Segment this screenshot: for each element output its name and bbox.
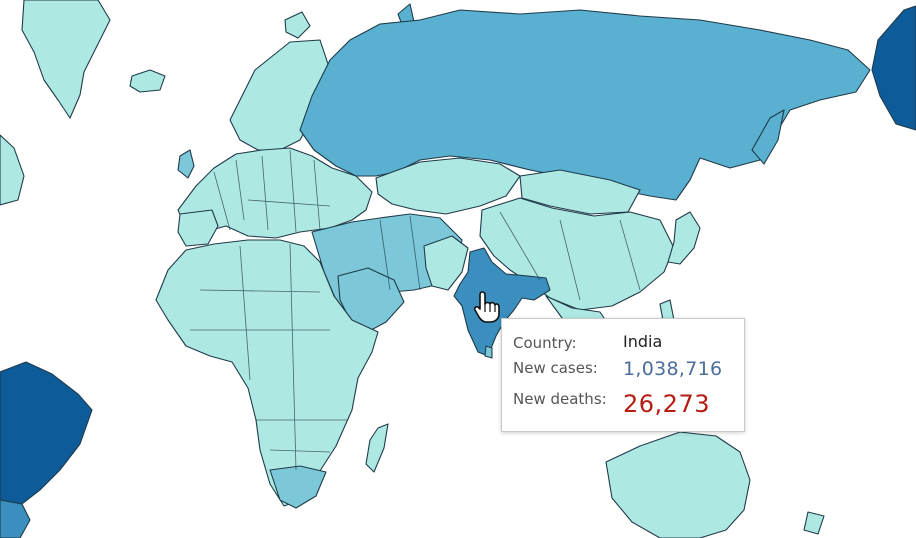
asia-borders	[379, 211, 641, 301]
country-new-zealand[interactable]	[803, 511, 825, 535]
country-usa-alaska[interactable]	[871, 5, 916, 131]
region-south-america-west[interactable]	[0, 499, 31, 538]
country-india[interactable]	[453, 247, 551, 357]
country-sri-lanka[interactable]	[484, 345, 493, 359]
country-pakistan[interactable]	[423, 235, 469, 291]
country-canada[interactable]	[0, 134, 25, 206]
tooltip-country-value: India	[623, 332, 663, 351]
tooltip-cases-label: New cases:	[513, 359, 598, 377]
country-saudi-arabia[interactable]	[337, 267, 405, 335]
tooltip-deaths-value: 26,273	[623, 390, 710, 418]
country-greenland[interactable]	[21, 0, 111, 119]
country-brazil[interactable]	[0, 361, 93, 505]
island-svalbard[interactable]	[284, 11, 311, 39]
country-japan[interactable]	[667, 211, 701, 265]
tooltip-deaths-label: New deaths:	[513, 390, 607, 408]
tooltip-country-label: Country:	[513, 334, 577, 352]
europe-borders	[213, 149, 331, 233]
africa-borders	[190, 243, 348, 471]
country-kazakhstan[interactable]	[375, 157, 521, 215]
hand-pointer-icon	[474, 291, 500, 323]
country-australia[interactable]	[605, 431, 751, 538]
country-uk[interactable]	[177, 149, 195, 179]
country-spain[interactable]	[177, 209, 219, 247]
country-madagascar[interactable]	[365, 423, 389, 473]
country-russia[interactable]	[299, 9, 871, 201]
country-tooltip: Country: India New cases: 1,038,716 New …	[501, 318, 745, 432]
country-russia-far-east[interactable]	[751, 109, 785, 165]
tooltip-cases-value: 1,038,716	[623, 358, 723, 380]
country-iceland[interactable]	[129, 69, 166, 93]
country-south-africa[interactable]	[269, 465, 327, 509]
